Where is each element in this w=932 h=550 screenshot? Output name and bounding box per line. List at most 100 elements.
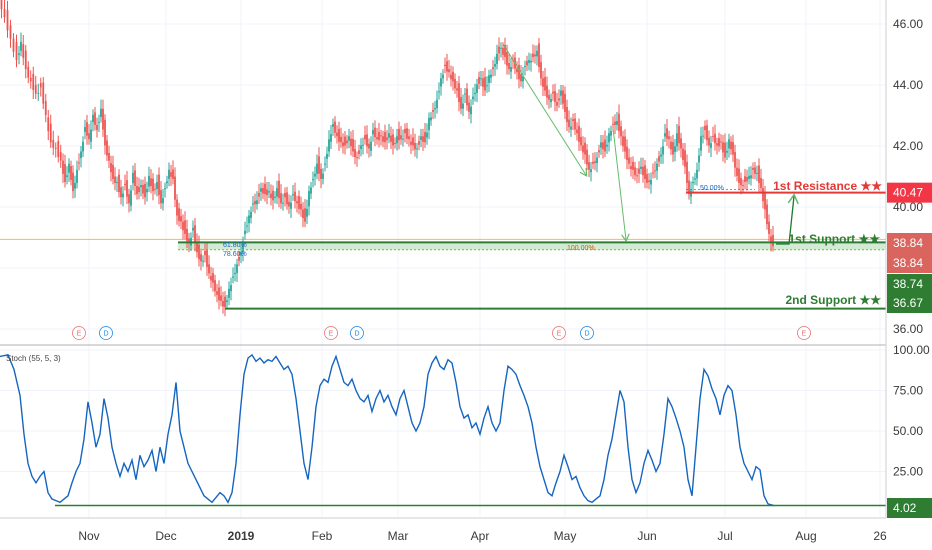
candle-body xyxy=(476,84,478,93)
event-letter: D xyxy=(354,331,359,338)
candle-body xyxy=(730,141,732,150)
candle-body xyxy=(662,146,664,155)
candle-body xyxy=(464,93,466,95)
candle-body xyxy=(218,287,220,301)
price-tag-box xyxy=(887,253,932,273)
candle-body xyxy=(232,276,234,278)
candle-body xyxy=(488,75,490,83)
candle-body xyxy=(6,9,9,31)
candle-body xyxy=(508,63,510,70)
candle-body xyxy=(130,190,132,206)
candle-body xyxy=(116,181,118,183)
candle-body xyxy=(624,136,626,152)
candle-body xyxy=(82,141,84,152)
candle-body xyxy=(358,150,360,154)
candle-body xyxy=(320,168,322,179)
dividend-event-icon xyxy=(99,326,113,340)
fib-618-label: 61.80% xyxy=(223,242,247,249)
candle-body xyxy=(770,236,772,243)
candle-body xyxy=(740,178,742,186)
candle-body xyxy=(614,121,616,125)
candle-body xyxy=(458,83,460,103)
candle-body xyxy=(86,122,88,136)
candle-body xyxy=(396,136,398,144)
candle-body xyxy=(420,136,422,140)
candle-body xyxy=(180,216,182,222)
candle-body xyxy=(354,149,356,157)
candle-body xyxy=(136,185,138,195)
candle-body xyxy=(184,220,186,234)
candle-body xyxy=(490,74,492,78)
candle-body xyxy=(576,129,578,134)
candle-body xyxy=(498,46,500,54)
candle-body xyxy=(720,141,722,143)
price-tick-label: 46.00 xyxy=(893,17,923,31)
candle-body xyxy=(350,138,352,147)
candle-body xyxy=(680,138,682,149)
candle-body xyxy=(478,77,480,84)
candle-body xyxy=(626,146,628,161)
support2-label: 2nd Support ★★ xyxy=(785,293,881,307)
candle-body xyxy=(120,187,122,198)
candle-body xyxy=(316,163,318,174)
candle-body xyxy=(156,181,158,190)
candle-body xyxy=(37,92,40,94)
price-tag-box xyxy=(887,293,932,313)
candle-body xyxy=(134,170,136,186)
candle-body xyxy=(256,200,258,205)
stoch-tick-label: 75.00 xyxy=(893,384,923,398)
candle-body xyxy=(530,60,532,63)
earnings-event-icon xyxy=(72,326,86,340)
candle-body xyxy=(756,172,758,174)
candle-body xyxy=(52,139,55,148)
stoch-tick-label: 25.00 xyxy=(893,465,923,479)
candle-body xyxy=(74,182,76,189)
stoch-tick-label: 100.00 xyxy=(893,343,930,357)
candle-body xyxy=(88,133,90,140)
candle-body xyxy=(554,91,556,103)
candle-body xyxy=(364,135,366,140)
candle-body xyxy=(150,178,152,186)
candle-body xyxy=(344,136,346,146)
candle-body xyxy=(216,291,218,295)
candle-body xyxy=(560,90,562,96)
candle-body xyxy=(456,88,458,91)
support1-label: 1st Support ★★ xyxy=(788,232,880,246)
candle-body xyxy=(102,108,104,130)
candle-body xyxy=(732,142,734,155)
candle-body xyxy=(66,175,68,178)
candle-body xyxy=(226,300,228,303)
candle-body xyxy=(692,181,694,184)
candle-body xyxy=(518,64,520,80)
candle-body xyxy=(410,141,412,145)
candle-body xyxy=(504,45,506,57)
candle-body xyxy=(388,133,390,138)
candle-body xyxy=(542,78,544,87)
candle-body xyxy=(152,178,154,192)
candle-body xyxy=(442,74,444,79)
candle-body xyxy=(710,143,712,148)
candle-body xyxy=(310,187,312,194)
candle-body xyxy=(422,136,424,142)
candle-body xyxy=(446,61,448,72)
candle-body xyxy=(582,145,584,153)
candle-body xyxy=(594,161,596,164)
candle-body xyxy=(586,149,588,165)
candle-body xyxy=(304,208,306,222)
candle-body xyxy=(472,96,474,100)
candle-body xyxy=(246,225,248,227)
candle-body xyxy=(164,188,166,190)
candle-body xyxy=(324,163,326,165)
candle-body xyxy=(428,117,430,131)
candle-body xyxy=(390,135,392,142)
candle-body xyxy=(312,178,314,181)
candle-body xyxy=(222,300,224,307)
candle-body xyxy=(300,203,302,210)
candle-body xyxy=(672,142,674,155)
candle-body xyxy=(414,142,416,150)
candle-body xyxy=(694,178,696,180)
candle-body xyxy=(198,244,200,260)
candle-body xyxy=(32,74,35,90)
candle-body xyxy=(646,174,648,183)
